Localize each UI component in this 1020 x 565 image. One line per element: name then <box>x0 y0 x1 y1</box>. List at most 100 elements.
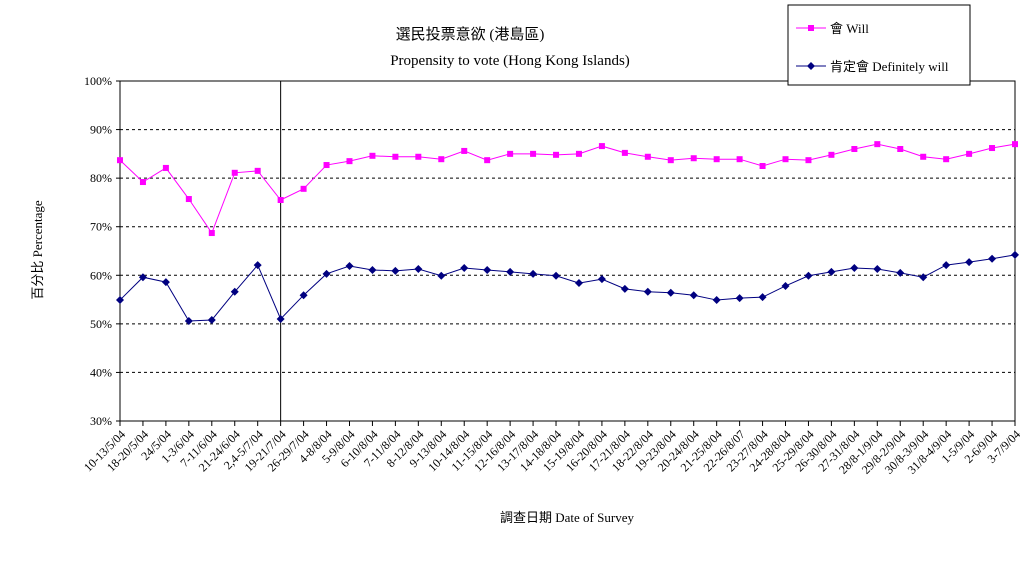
data-point-definitely-will <box>322 269 331 278</box>
data-point-will <box>117 157 123 164</box>
y-tick-label: 100% <box>84 74 112 88</box>
x-axis-ticks: 10-13/5/0418-20/5/0424/5/041-3/6/047-11/… <box>81 421 1020 477</box>
y-tick-label: 90% <box>90 123 112 137</box>
data-point-definitely-will <box>689 291 698 300</box>
x-axis-label: 調查日期 Date of Survey <box>500 510 634 525</box>
y-axis-label: 百分比 Percentage <box>30 200 45 300</box>
data-point-will <box>553 151 560 158</box>
legend: 會 Will 肯定會 Definitely will <box>787 4 971 86</box>
data-point-will <box>139 179 146 186</box>
data-point-definitely-will <box>758 293 767 302</box>
data-point-will <box>162 164 169 171</box>
data-point-will <box>208 230 215 237</box>
data-point-will <box>851 146 858 152</box>
data-point-will <box>966 150 973 157</box>
gridlines <box>119 80 1016 422</box>
data-point-definitely-will <box>597 275 606 284</box>
data-point-will <box>1012 141 1018 148</box>
data-point-definitely-will <box>299 291 308 300</box>
data-point-definitely-will <box>529 269 538 278</box>
data-point-will <box>575 150 582 157</box>
data-point-will <box>713 156 720 163</box>
data-point-definitely-will <box>276 315 285 323</box>
legend-will-label: 會 Will <box>830 21 869 36</box>
y-axis-ticks: 30% 40% 50% 60% 70% 80% 90% 100% <box>84 74 120 428</box>
data-point-definitely-will <box>207 315 216 324</box>
y-tick-label: 60% <box>90 268 112 282</box>
series-line-0 <box>119 143 1016 235</box>
data-point-definitely-will <box>988 254 997 263</box>
data-point-definitely-will <box>184 316 193 325</box>
data-point-will <box>897 146 904 152</box>
data-point-definitely-will <box>345 262 354 271</box>
data-point-definitely-will <box>253 261 262 270</box>
data-point-definitely-will <box>483 265 492 274</box>
data-point-will <box>254 167 261 174</box>
data-point-definitely-will <box>942 261 951 270</box>
data-point-definitely-will <box>460 264 469 272</box>
data-point-definitely-will <box>712 296 721 305</box>
data-point-will <box>507 150 514 157</box>
data-point-will <box>736 156 743 163</box>
data-point-will <box>782 156 789 163</box>
series-layer <box>116 141 1019 325</box>
legend-definitely-label: 肯定會 Definitely will <box>830 59 949 74</box>
y-tick-label: 50% <box>90 317 112 331</box>
data-point-definitely-will <box>919 273 928 282</box>
data-point-definitely-will <box>116 296 124 305</box>
data-point-definitely-will <box>620 284 629 293</box>
data-point-definitely-will <box>414 264 423 273</box>
data-point-will <box>920 153 927 160</box>
y-tick-label: 80% <box>90 171 112 185</box>
data-point-will <box>828 151 835 158</box>
data-point-definitely-will <box>391 266 400 275</box>
data-point-definitely-will <box>896 268 905 277</box>
data-point-will <box>484 157 491 164</box>
data-point-definitely-will <box>230 287 239 296</box>
y-tick-label: 40% <box>90 365 112 379</box>
data-point-definitely-will <box>850 264 859 272</box>
data-point-definitely-will <box>437 271 446 280</box>
data-point-definitely-will <box>1011 250 1019 259</box>
data-point-will <box>185 196 192 203</box>
data-point-will <box>943 156 950 163</box>
data-point-will <box>530 150 537 157</box>
data-point-will <box>438 156 445 163</box>
data-point-will <box>392 153 399 160</box>
data-point-definitely-will <box>965 258 974 267</box>
data-point-definitely-will <box>735 294 744 303</box>
data-point-definitely-will <box>368 265 377 274</box>
data-point-will <box>759 163 766 169</box>
chart-title: 選民投票意欲 (港島區) <box>396 25 545 43</box>
data-point-definitely-will <box>781 281 790 290</box>
plot-area-frame <box>119 80 1016 422</box>
data-point-definitely-will <box>666 288 675 297</box>
legend-will-marker <box>808 25 814 31</box>
data-point-definitely-will <box>574 279 583 288</box>
data-point-will <box>667 157 674 164</box>
data-point-definitely-will <box>643 287 652 296</box>
legend-definitely-marker <box>807 62 815 70</box>
data-point-will <box>621 149 628 156</box>
data-point-definitely-will <box>804 271 813 280</box>
data-point-definitely-will <box>873 264 882 273</box>
data-point-will <box>323 162 330 169</box>
data-point-will <box>805 157 812 164</box>
data-point-will <box>874 141 881 148</box>
data-point-definitely-will <box>827 267 836 276</box>
data-point-will <box>989 145 996 152</box>
data-point-will <box>231 169 238 176</box>
data-point-will <box>690 155 697 162</box>
data-point-will <box>277 197 284 203</box>
y-tick-label: 70% <box>90 220 112 234</box>
data-point-definitely-will <box>138 273 147 282</box>
data-point-definitely-will <box>506 267 515 276</box>
data-point-definitely-will <box>552 271 561 280</box>
data-point-will <box>346 158 353 165</box>
data-point-definitely-will <box>161 278 170 287</box>
series-line-1 <box>119 254 1016 322</box>
chart-subtitle: Propensity to vote (Hong Kong Islands) <box>390 53 630 69</box>
data-point-will <box>369 152 376 159</box>
data-point-will <box>461 147 468 154</box>
